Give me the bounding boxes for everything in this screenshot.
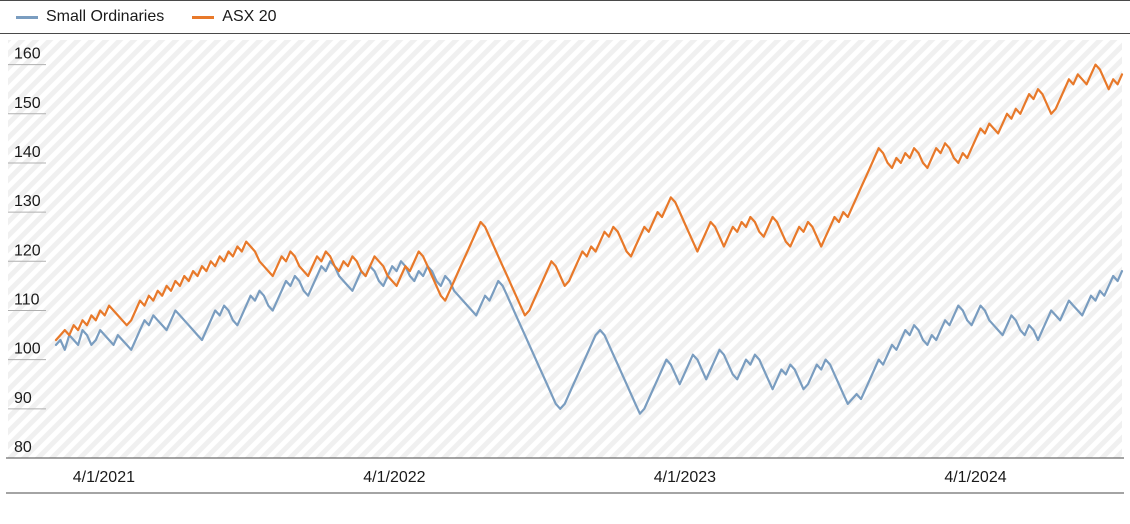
- svg-text:110: 110: [14, 291, 40, 308]
- legend-swatch: [192, 16, 214, 19]
- svg-text:80: 80: [14, 439, 32, 456]
- svg-text:160: 160: [14, 46, 41, 63]
- legend-label: Small Ordinaries: [46, 8, 164, 26]
- index-performance-chart: Small Ordinaries ASX 20 80 90 100 110 120 130…: [0, 0, 1130, 524]
- svg-text:4/1/2024: 4/1/2024: [944, 469, 1006, 486]
- svg-text:4/1/2021: 4/1/2021: [73, 469, 135, 486]
- svg-text:140: 140: [14, 144, 41, 161]
- svg-text:4/1/2023: 4/1/2023: [654, 469, 716, 486]
- legend-item-asx20: ASX 20: [192, 8, 276, 26]
- legend-swatch: [16, 16, 38, 19]
- legend-item-small-ordinaries: Small Ordinaries: [16, 8, 164, 26]
- svg-text:4/1/2022: 4/1/2022: [363, 469, 425, 486]
- plot-area: 80 90 100 110 120 130 140 150 160 4/1/2021 4/1/202…: [0, 34, 1130, 494]
- svg-text:90: 90: [14, 390, 32, 407]
- svg-text:120: 120: [14, 242, 41, 259]
- legend-label: ASX 20: [222, 8, 276, 26]
- svg-text:150: 150: [14, 95, 41, 112]
- svg-text:130: 130: [14, 193, 41, 210]
- svg-text:100: 100: [14, 341, 41, 358]
- legend: Small Ordinaries ASX 20: [0, 0, 1130, 34]
